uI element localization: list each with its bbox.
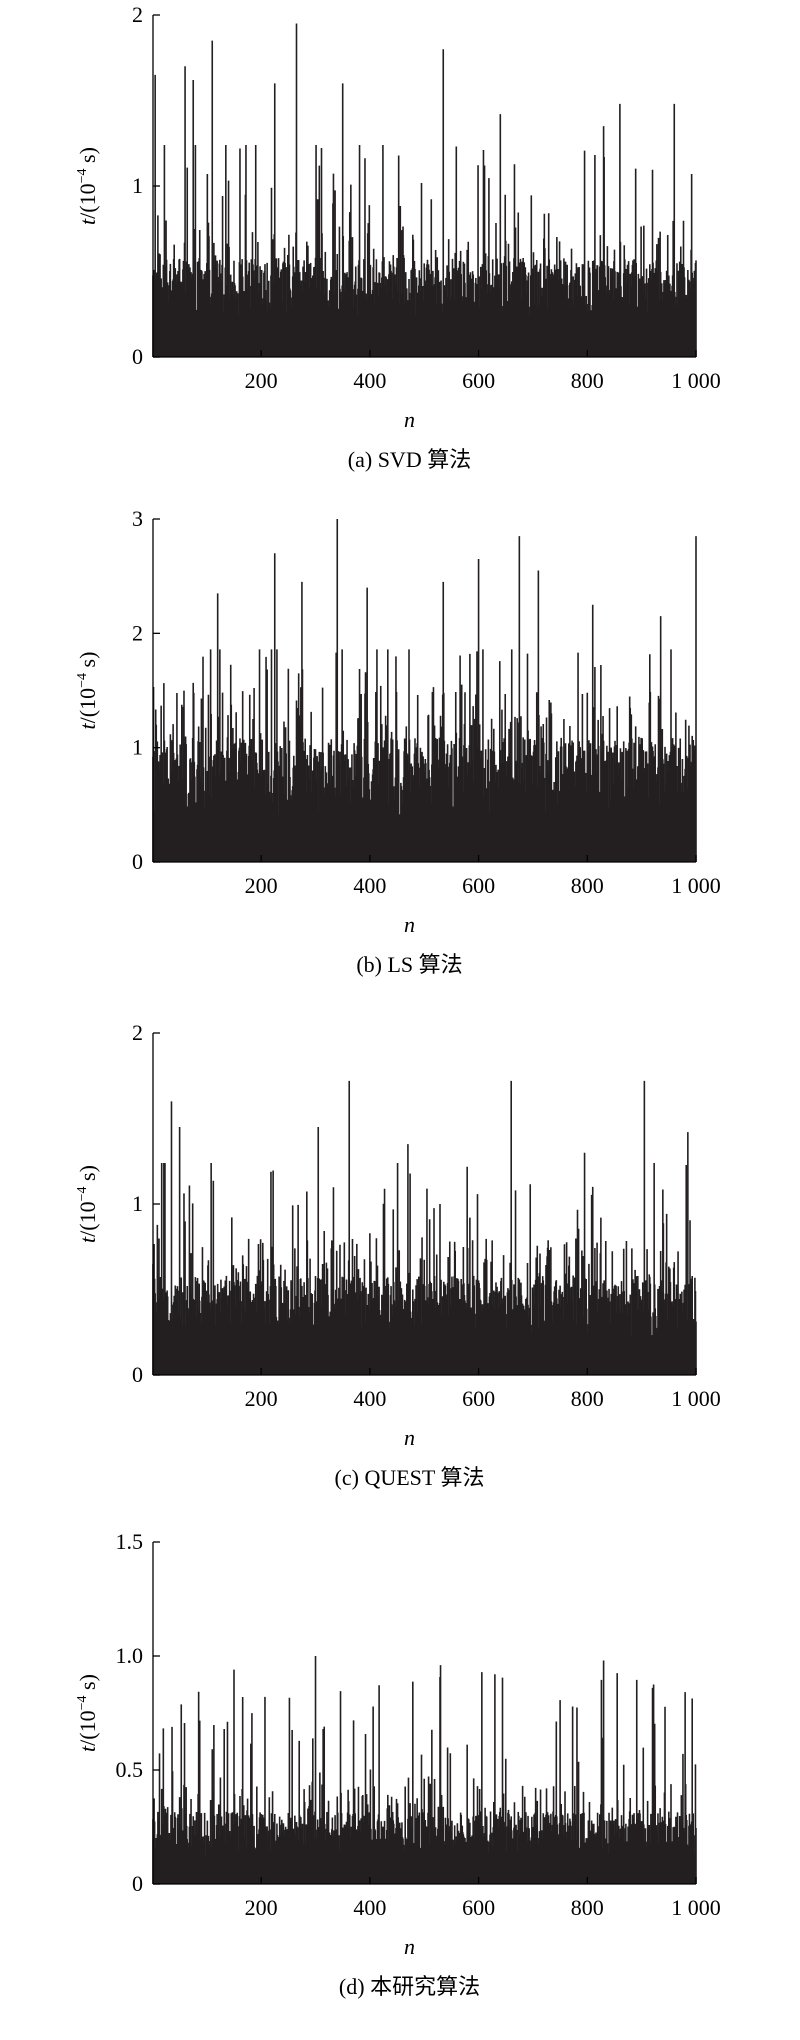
panel-c-ylabel-unit: /(10	[75, 1201, 100, 1236]
panel-d-ylabel-unit: /(10	[75, 1710, 100, 1745]
panel-b-bars	[152, 519, 697, 862]
panel-d: 0 0.5 1.0 1.5 200 400 600 800 1 000 t/(10−4 s) n…	[75, 1529, 721, 1999]
panel-a-xtick-label: 1 000	[671, 368, 721, 393]
panel-c-series	[152, 1080, 697, 1375]
panel-b-ytick-label: 3	[132, 506, 143, 531]
panel-a-bars	[152, 23, 697, 357]
panel-d-xlabel: n	[404, 1934, 415, 1959]
panel-c-xtick-label: 200	[245, 1386, 278, 1411]
panel-b-caption: (b) LS 算法	[356, 952, 462, 977]
panel-c-xlabel: n	[404, 1425, 415, 1450]
panel-b-ylabel: t/(10−4 s)	[75, 652, 100, 730]
panel-a-ytick-label: 2	[132, 2, 143, 27]
panel-c-ylabel-tail: s)	[75, 1165, 100, 1186]
panel-c-caption: (c) QUEST 算法	[335, 1465, 485, 1490]
panel-c: 0 1 2 200 400 600 800 1 000 t/(10−4 s) n (c) QU…	[75, 1020, 721, 1490]
panel-d-ylabel-var: t	[75, 1745, 100, 1752]
panel-b-ylabel-exp: −4	[75, 673, 90, 688]
panel-b-ylabel-unit: /(10	[75, 688, 100, 723]
panel-d-xtick-label: 400	[353, 1895, 386, 1920]
panel-b-xtick-label: 200	[245, 873, 278, 898]
panel-b: 0 1 2 3 200 400 600 800 1 000 t/(10−4 s) n (b) L…	[75, 506, 721, 977]
panel-c-bars	[152, 1080, 697, 1375]
panel-d-ytick-label: 1.0	[116, 1643, 144, 1668]
panel-d-ticks: 0 0.5 1.0 1.5 200 400 600 800 1 000	[116, 1529, 721, 1920]
panel-b-xtick-label: 1 000	[671, 873, 721, 898]
panel-a-ytick-label: 0	[132, 344, 143, 369]
panel-b-ytick-label: 2	[132, 620, 143, 645]
panel-a: 0 1 2 200 400 600 800 1 000 t/(10−4 s) n (a) SV…	[75, 2, 721, 472]
panel-d-ylabel: t/(10−4 s)	[75, 1674, 100, 1752]
panel-a-xlabel: n	[404, 407, 415, 432]
panel-b-xtick-label: 400	[353, 873, 386, 898]
panel-c-ytick-label: 0	[132, 1362, 143, 1387]
panel-c-xtick-label: 1 000	[671, 1386, 721, 1411]
panel-a-xtick-label: 400	[353, 368, 386, 393]
panel-c-ytick-label: 2	[132, 1020, 143, 1045]
panel-a-ylabel: t/(10−4 s)	[75, 147, 100, 225]
panel-c-xtick-label: 600	[462, 1386, 495, 1411]
panel-a-series	[152, 23, 697, 357]
panel-a-ticks: 0 1 2 200 400 600 800 1 000	[132, 2, 721, 393]
panel-d-ytick-label: 0.5	[116, 1757, 144, 1782]
panel-d-series	[152, 1656, 697, 1884]
panel-d-xtick-label: 1 000	[671, 1895, 721, 1920]
panel-a-xtick-label: 200	[245, 368, 278, 393]
panel-c-ylabel: t/(10−4 s)	[75, 1165, 100, 1243]
panel-a-ylabel-exp: −4	[75, 168, 90, 183]
panel-d-ylabel-tail: s)	[75, 1674, 100, 1695]
panel-a-ytick-label: 1	[132, 173, 143, 198]
panel-d-bars	[152, 1656, 697, 1884]
panel-a-ylabel-unit: /(10	[75, 183, 100, 218]
panel-b-xlabel: n	[404, 912, 415, 937]
panel-b-ytick-label: 1	[132, 735, 143, 760]
panel-a-ylabel-tail: s)	[75, 147, 100, 168]
panel-c-ytick-label: 1	[132, 1191, 143, 1216]
panel-a-xtick-label: 600	[462, 368, 495, 393]
panel-d-ylabel-exp: −4	[75, 1695, 90, 1710]
panel-b-ylabel-var: t	[75, 722, 100, 729]
panel-d-ytick-label: 1.5	[116, 1529, 144, 1554]
panel-d-xtick-label: 600	[462, 1895, 495, 1920]
panel-b-ylabel-tail: s)	[75, 652, 100, 673]
panel-d-xtick-label: 200	[245, 1895, 278, 1920]
panel-b-xtick-label: 800	[571, 873, 604, 898]
panel-b-series	[152, 519, 697, 862]
panel-d-xtick-label: 800	[571, 1895, 604, 1920]
panel-c-xtick-label: 400	[353, 1386, 386, 1411]
panel-c-ticks: 0 1 2 200 400 600 800 1 000	[132, 1020, 721, 1411]
panel-a-ylabel-var: t	[75, 218, 100, 225]
panel-c-ylabel-var: t	[75, 1236, 100, 1243]
panel-b-xtick-label: 600	[462, 873, 495, 898]
panel-b-ytick-label: 0	[132, 849, 143, 874]
panel-b-ticks: 0 1 2 3 200 400 600 800 1 000	[132, 506, 721, 898]
panel-c-xtick-label: 800	[571, 1386, 604, 1411]
panel-a-xtick-label: 800	[571, 368, 604, 393]
panel-c-ylabel-exp: −4	[75, 1186, 90, 1201]
panel-d-ytick-label: 0	[132, 1871, 143, 1896]
panel-d-caption: (d) 本研究算法	[339, 1974, 480, 1999]
panel-a-caption: (a) SVD 算法	[348, 447, 471, 472]
